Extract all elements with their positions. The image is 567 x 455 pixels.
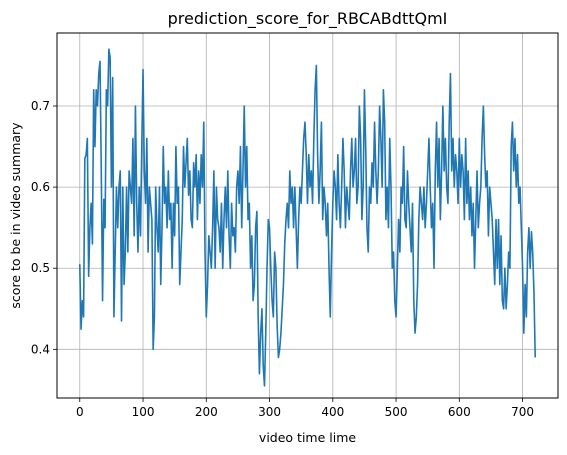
y-axis-label: score to be in video summary [8,122,23,309]
plot-area [78,48,537,387]
x-tick-label: 100 [132,405,155,419]
x-tick-label: 700 [511,405,534,419]
chart-title: prediction_score_for_RBCABdttQmI [168,9,448,29]
x-tick-label: 200 [195,405,218,419]
x-axis-label: video time lime [259,430,356,445]
x-tick-label: 400 [321,405,344,419]
series-line [78,48,537,387]
x-tick-label: 300 [258,405,281,419]
x-axis-ticks: 0 100 200 300 400 500 600 700 [76,398,534,419]
y-tick-label: 0.6 [31,180,50,194]
y-tick-label: 0.4 [31,342,50,356]
axes-frame [56,32,559,399]
x-tick-label: 600 [448,405,471,419]
x-tick-label: 500 [385,405,408,419]
x-tick-label: 0 [76,405,84,419]
y-tick-label: 0.5 [31,261,50,275]
y-tick-label: 0.7 [31,99,50,113]
y-axis-ticks: 0.4 0.5 0.6 0.7 [31,99,57,356]
